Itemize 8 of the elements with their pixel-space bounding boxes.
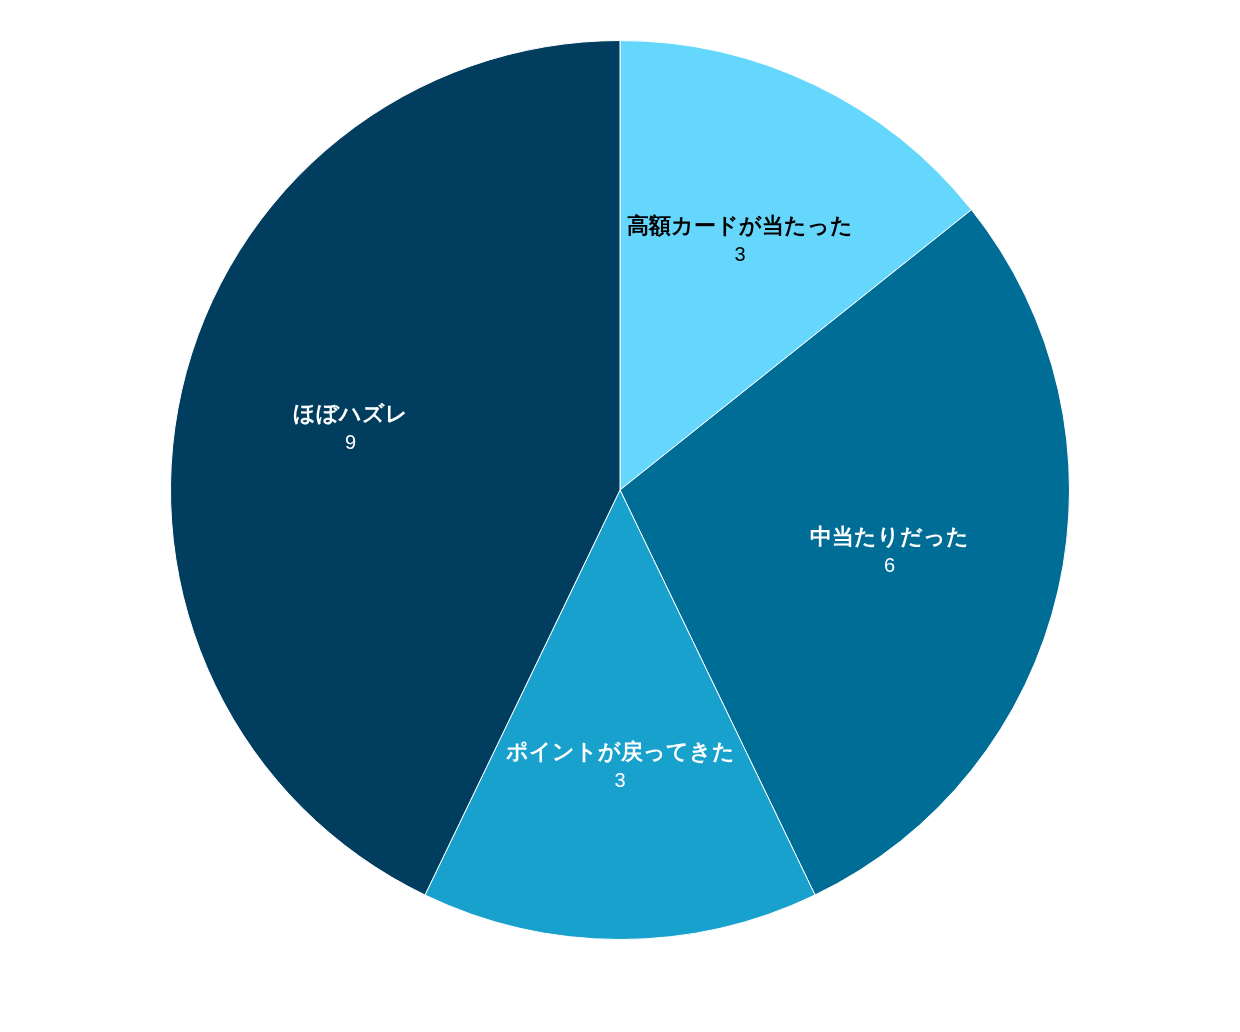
data-label: 9 bbox=[344, 431, 357, 453]
slice-label: ほぼハズレ bbox=[292, 400, 408, 426]
slice-label: 中当たりだった bbox=[810, 523, 970, 549]
data-label: 3 bbox=[734, 243, 746, 266]
slice-label: ポイントが戻ってきた bbox=[504, 738, 735, 764]
slice-label: 高額カードが当たった bbox=[626, 213, 853, 238]
data-label: 3 bbox=[614, 768, 626, 791]
data-label: 6 bbox=[883, 554, 896, 577]
